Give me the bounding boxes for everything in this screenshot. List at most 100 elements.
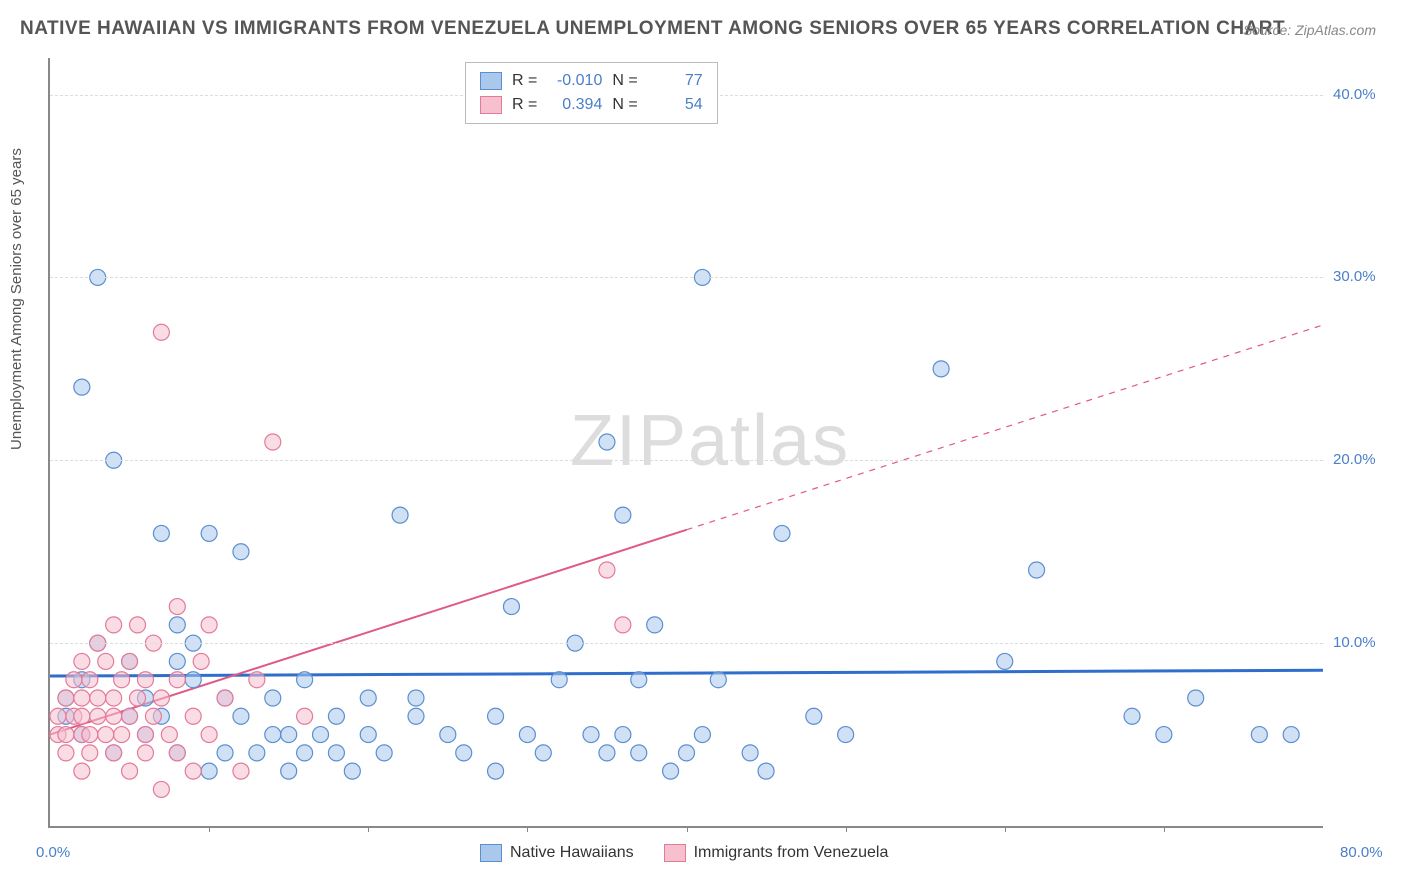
legend-item: Immigrants from Venezuela — [664, 844, 889, 862]
stat-r-label: R = — [512, 69, 537, 93]
data-point — [488, 763, 504, 779]
data-point — [838, 727, 854, 743]
data-point — [328, 708, 344, 724]
data-point — [201, 617, 217, 633]
data-point — [82, 745, 98, 761]
data-point — [74, 708, 90, 724]
data-point — [774, 525, 790, 541]
data-point — [328, 745, 344, 761]
data-point — [249, 672, 265, 688]
data-point — [169, 599, 185, 615]
stat-n-label: N = — [612, 93, 637, 117]
data-point — [265, 727, 281, 743]
correlation-stat-box: R = -0.010 N = 77 R = 0.394 N = 54 — [465, 62, 718, 124]
data-point — [153, 324, 169, 340]
data-point — [233, 763, 249, 779]
data-point — [313, 727, 329, 743]
data-point — [145, 708, 161, 724]
data-point — [1156, 727, 1172, 743]
data-point — [297, 672, 313, 688]
gridline — [50, 460, 1323, 461]
data-point — [297, 708, 313, 724]
data-point — [106, 690, 122, 706]
data-point — [997, 653, 1013, 669]
data-point — [137, 672, 153, 688]
data-point — [106, 745, 122, 761]
data-point — [392, 507, 408, 523]
stat-n-value: 77 — [648, 69, 703, 93]
chart-title: NATIVE HAWAIIAN VS IMMIGRANTS FROM VENEZ… — [20, 18, 1285, 40]
y-tick-label: 40.0% — [1333, 86, 1376, 103]
data-point — [456, 745, 472, 761]
data-point — [98, 727, 114, 743]
stat-n-label: N = — [612, 69, 637, 93]
data-point — [114, 672, 130, 688]
data-point — [599, 434, 615, 450]
gridline — [50, 643, 1323, 644]
y-tick-label: 20.0% — [1333, 451, 1376, 468]
data-point — [74, 763, 90, 779]
data-point — [201, 763, 217, 779]
data-point — [153, 690, 169, 706]
data-point — [694, 727, 710, 743]
chart-svg — [50, 58, 1323, 826]
data-point — [58, 727, 74, 743]
data-point — [169, 617, 185, 633]
data-point — [710, 672, 726, 688]
swatch-icon — [664, 844, 686, 862]
data-point — [201, 727, 217, 743]
data-point — [106, 617, 122, 633]
data-point — [265, 434, 281, 450]
stat-r-label: R = — [512, 93, 537, 117]
data-point — [137, 727, 153, 743]
data-point — [82, 727, 98, 743]
data-point — [74, 379, 90, 395]
trend-line-extrapolated — [687, 325, 1324, 530]
data-point — [217, 690, 233, 706]
data-point — [647, 617, 663, 633]
data-point — [631, 745, 647, 761]
data-point — [122, 708, 138, 724]
data-point — [281, 763, 297, 779]
data-point — [82, 672, 98, 688]
data-point — [488, 708, 504, 724]
data-point — [122, 653, 138, 669]
data-point — [933, 361, 949, 377]
stat-n-value: 54 — [648, 93, 703, 117]
data-point — [90, 708, 106, 724]
data-point — [130, 617, 146, 633]
data-point — [599, 562, 615, 578]
data-point — [1251, 727, 1267, 743]
data-point — [114, 727, 130, 743]
data-point — [137, 745, 153, 761]
data-point — [217, 745, 233, 761]
data-point — [297, 745, 313, 761]
data-point — [281, 727, 297, 743]
data-point — [360, 690, 376, 706]
data-point — [503, 599, 519, 615]
data-point — [249, 745, 265, 761]
x-tick — [1164, 826, 1165, 832]
data-point — [153, 781, 169, 797]
x-tick — [846, 826, 847, 832]
data-point — [233, 544, 249, 560]
swatch-icon — [480, 844, 502, 862]
data-point — [74, 653, 90, 669]
stat-row: R = 0.394 N = 54 — [480, 93, 703, 117]
legend-label: Native Hawaiians — [510, 844, 634, 862]
data-point — [58, 690, 74, 706]
data-point — [615, 617, 631, 633]
stat-row: R = -0.010 N = 77 — [480, 69, 703, 93]
source-label: Source: ZipAtlas.com — [1243, 22, 1376, 38]
data-point — [185, 708, 201, 724]
data-point — [90, 690, 106, 706]
gridline — [50, 277, 1323, 278]
data-point — [122, 763, 138, 779]
data-point — [265, 690, 281, 706]
legend: Native Hawaiians Immigrants from Venezue… — [480, 844, 888, 862]
data-point — [169, 653, 185, 669]
data-point — [408, 690, 424, 706]
data-point — [98, 653, 114, 669]
x-tick — [527, 826, 528, 832]
data-point — [185, 672, 201, 688]
